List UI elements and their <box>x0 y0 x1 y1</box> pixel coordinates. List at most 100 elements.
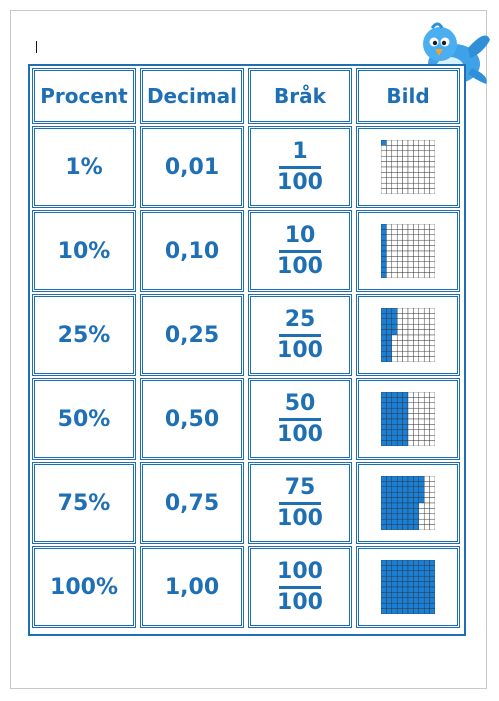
shaded-square <box>381 476 387 482</box>
empty-square <box>413 150 420 157</box>
empty-square <box>418 329 425 336</box>
empty-square <box>402 350 409 357</box>
empty-square <box>423 329 430 336</box>
shaded-square <box>381 434 387 441</box>
empty-square <box>423 424 430 431</box>
empty-square <box>418 323 425 330</box>
empty-square <box>429 150 435 157</box>
shaded-square <box>396 424 403 431</box>
shaded-square <box>386 602 393 609</box>
shaded-square <box>386 486 393 493</box>
empty-square <box>407 150 414 157</box>
shaded-square <box>402 440 409 446</box>
empty-square <box>418 418 425 425</box>
shaded-square <box>396 592 403 599</box>
shaded-square <box>402 524 409 530</box>
shaded-square <box>407 575 414 582</box>
empty-square <box>391 250 398 257</box>
empty-square <box>386 229 393 236</box>
empty-square <box>396 308 403 314</box>
empty-square <box>402 323 409 330</box>
shaded-square <box>386 570 393 577</box>
shaded-square <box>381 592 387 599</box>
empty-square <box>402 250 409 257</box>
empty-square <box>418 245 425 252</box>
empty-square <box>423 476 430 482</box>
empty-square <box>407 266 414 273</box>
shaded-square <box>391 502 398 509</box>
empty-square <box>423 413 430 420</box>
percent-cell: 50% <box>32 378 136 460</box>
empty-square <box>407 166 414 173</box>
empty-square <box>418 188 425 194</box>
shaded-square <box>402 565 409 572</box>
empty-square <box>402 261 409 268</box>
empty-square <box>429 434 435 441</box>
shaded-square <box>413 518 420 525</box>
shaded-square <box>429 581 435 588</box>
shaded-square <box>429 586 435 593</box>
empty-square <box>407 250 414 257</box>
shaded-square <box>396 586 403 593</box>
empty-square <box>413 256 420 263</box>
decimal-cell: 0,75 <box>140 462 244 544</box>
shaded-square <box>407 508 414 515</box>
empty-square <box>418 150 425 157</box>
shaded-square <box>381 229 387 236</box>
empty-square <box>407 245 414 252</box>
empty-square <box>391 182 398 189</box>
shaded-square <box>391 407 398 414</box>
empty-square <box>407 440 414 446</box>
shaded-square <box>386 497 393 504</box>
empty-square <box>391 166 398 173</box>
empty-square <box>423 486 430 493</box>
shaded-square <box>418 592 425 599</box>
shaded-square <box>423 602 430 609</box>
shaded-square <box>391 560 398 566</box>
empty-square <box>386 145 393 152</box>
empty-square <box>429 413 435 420</box>
shaded-square <box>413 524 420 530</box>
empty-square <box>423 434 430 441</box>
empty-square <box>418 424 425 431</box>
empty-square <box>407 397 414 404</box>
empty-square <box>407 356 414 362</box>
empty-square <box>407 350 414 357</box>
shaded-square <box>381 608 387 614</box>
empty-square <box>418 166 425 173</box>
shaded-square <box>407 524 414 530</box>
percent-cell: 75% <box>32 462 136 544</box>
shaded-square <box>381 581 387 588</box>
shaded-square <box>381 392 387 398</box>
shaded-square <box>413 560 420 566</box>
empty-square <box>396 345 403 352</box>
empty-square <box>418 397 425 404</box>
empty-square <box>402 318 409 325</box>
shaded-square <box>413 565 420 572</box>
shaded-square <box>429 575 435 582</box>
shaded-square <box>407 497 414 504</box>
empty-square <box>423 513 430 520</box>
empty-square <box>429 272 435 278</box>
empty-square <box>418 155 425 162</box>
shaded-square <box>381 565 387 572</box>
fraction-cell: 25 100 <box>248 294 352 376</box>
fraction-numerator: 100 <box>277 558 323 584</box>
fraction-bar <box>279 333 321 337</box>
empty-square <box>423 308 430 314</box>
decimal-cell: 1,00 <box>140 546 244 628</box>
shaded-square <box>391 429 398 436</box>
shaded-square <box>407 491 414 498</box>
empty-square <box>407 402 414 409</box>
shaded-square <box>381 524 387 530</box>
shaded-square <box>407 570 414 577</box>
shaded-square <box>407 597 414 604</box>
empty-square <box>407 140 414 146</box>
shaded-square <box>381 224 387 230</box>
empty-square <box>429 397 435 404</box>
empty-square <box>423 229 430 236</box>
shaded-square <box>381 140 387 146</box>
empty-square <box>402 177 409 184</box>
empty-square <box>381 166 387 173</box>
empty-square <box>391 172 398 179</box>
